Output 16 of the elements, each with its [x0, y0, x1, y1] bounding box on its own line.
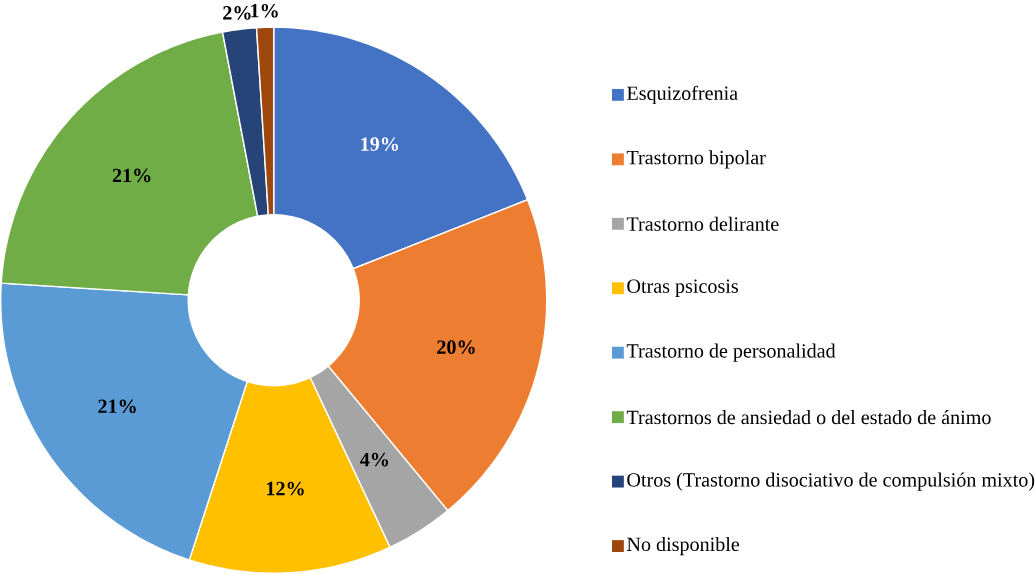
- legend-label: Esquizofrenia: [627, 85, 738, 105]
- legend-label: Otras psicosis: [627, 279, 738, 298]
- data-label: 21%: [112, 168, 151, 183]
- data-label: 12%: [267, 481, 304, 496]
- data-label: 21%: [98, 399, 136, 414]
- data-label: 4%: [360, 452, 389, 467]
- legend-label: No disponible: [627, 536, 740, 556]
- data-label: 2%: [223, 6, 251, 20]
- data-label: 19%: [361, 137, 398, 151]
- data-label: 1%: [251, 3, 278, 18]
- legend-label: Trastorno delirante: [626, 216, 779, 231]
- legend-label: Otros (Trastorno disociativo de compulsión mixto): [627, 472, 1035, 491]
- legend-label: Trastorno de personalidad: [626, 343, 836, 362]
- legend-label: Trastornos de ansiedad o del estado de ánimo: [626, 410, 991, 425]
- data-label: 20%: [437, 340, 475, 354]
- legend-label: Trastorno bipolar: [626, 150, 766, 169]
